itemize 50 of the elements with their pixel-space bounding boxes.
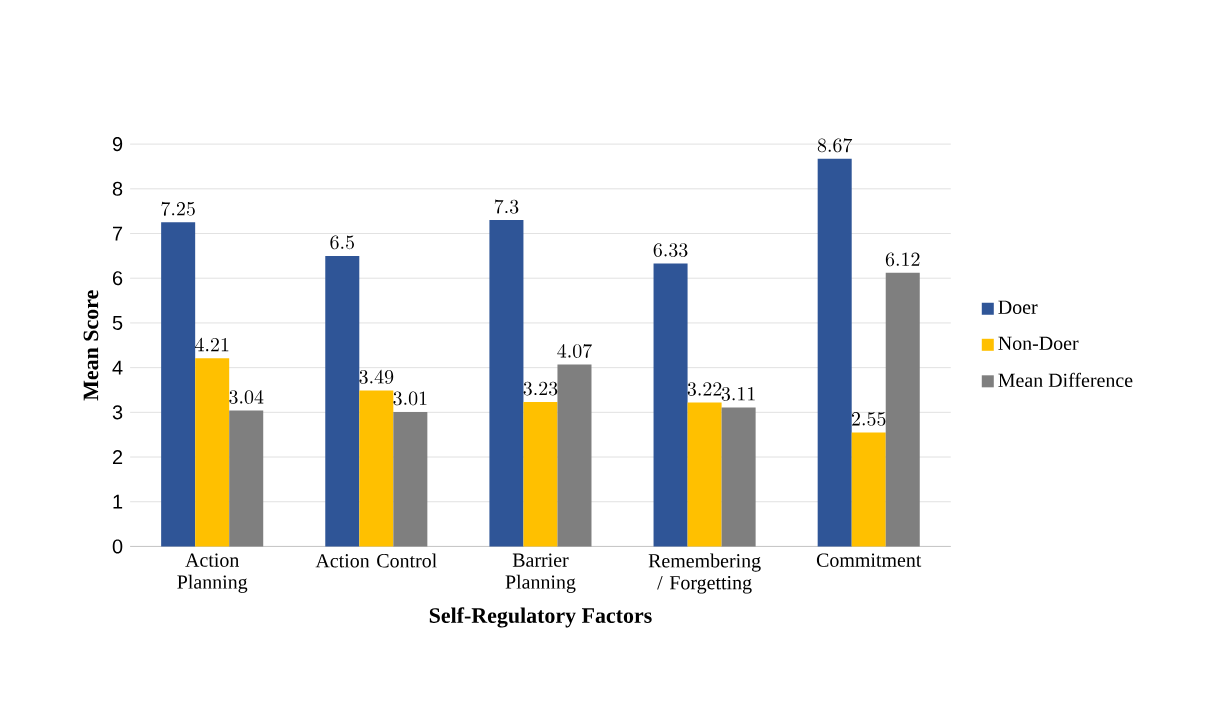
- data-label: 7.25: [161, 202, 195, 216]
- y-tick-label: 0: [112, 539, 123, 554]
- x-axis-title: Self-Regulatory Factors: [429, 607, 652, 628]
- bar: [885, 273, 920, 547]
- bar: [557, 364, 592, 547]
- x-tick-label: Action Planning: [177, 553, 248, 594]
- x-tick-label: Remembering / Forgetting: [648, 553, 761, 594]
- data-label: 3. 11: [721, 387, 755, 402]
- x-tick-label: Barrier Planning: [505, 553, 576, 594]
- bar: [489, 220, 524, 547]
- y-tick-label: 2: [112, 450, 123, 465]
- data-label: 6. 12: [885, 252, 920, 267]
- bar: [721, 407, 756, 547]
- data-label: 6.5: [330, 235, 354, 250]
- bar: [195, 358, 230, 547]
- bar: [161, 222, 196, 547]
- data-label: 3.23: [523, 381, 558, 396]
- data-label: 3.01: [393, 391, 427, 406]
- y-tick-label: 4: [112, 360, 123, 375]
- bar: [817, 159, 852, 547]
- y-axis-title: Mean Score: [83, 290, 99, 401]
- y-tick-label: 9: [112, 137, 123, 152]
- bar: [393, 412, 428, 547]
- y-tick-label: 6: [112, 271, 123, 286]
- legend-label: Mean Difference: [998, 373, 1133, 388]
- y-tick-label: 5: [112, 316, 123, 331]
- data-label: 3.22: [687, 382, 722, 397]
- bar: [653, 263, 688, 547]
- bar: [229, 410, 264, 547]
- bar: [359, 390, 394, 547]
- y-tick-label: 3: [112, 405, 123, 420]
- data-label: 3.49: [359, 370, 394, 385]
- legend-label: Doer: [998, 300, 1038, 315]
- data-label: 7.3: [494, 199, 519, 214]
- legend-label: Non-Doer: [998, 336, 1079, 351]
- bar: [851, 432, 886, 547]
- y-tick-label: 8: [112, 181, 123, 197]
- x-tick-label: Action Control: [315, 553, 437, 568]
- bar: [325, 256, 360, 547]
- bar: [687, 402, 722, 547]
- data-label: 2.55: [851, 412, 886, 427]
- data-label: 3.04: [229, 390, 264, 405]
- data-label: 4.21: [195, 337, 229, 352]
- data-label: 4.07: [557, 344, 592, 359]
- bar: [523, 402, 558, 547]
- x-tick-label: Commitment: [816, 553, 922, 568]
- y-tick-label: 1: [113, 495, 123, 509]
- data-label: 6.33: [653, 243, 688, 258]
- data-label: 8.67: [817, 138, 853, 153]
- y-tick-label: 7: [113, 226, 123, 241]
